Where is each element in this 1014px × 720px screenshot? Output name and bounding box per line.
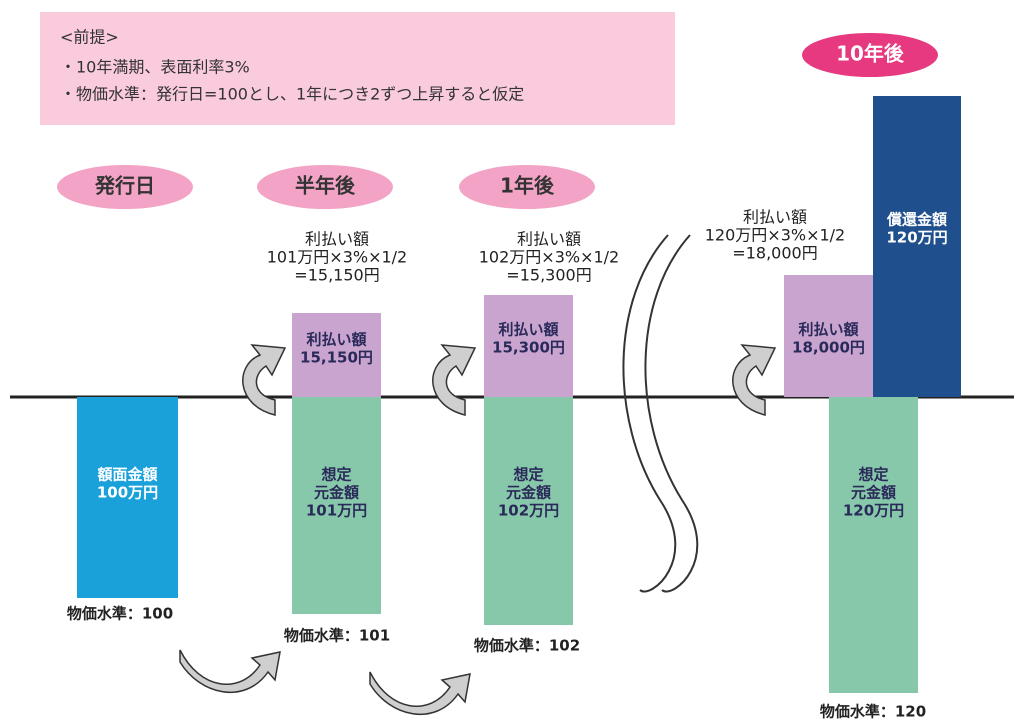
stage-badge xyxy=(257,165,393,209)
stage-label: 10年後 xyxy=(836,42,905,66)
bar xyxy=(484,295,573,397)
flow-arrow xyxy=(369,671,471,716)
calculation: =15,150円 xyxy=(294,266,379,285)
calculation: 利払い額 xyxy=(743,208,807,227)
premise-heading: <前提> xyxy=(60,28,119,47)
flow-arrow xyxy=(432,344,477,416)
bar-text: 15,300円 xyxy=(492,339,565,357)
stage-label: 発行日 xyxy=(94,174,155,198)
bar-text: 元金額 xyxy=(314,484,359,502)
break-line xyxy=(622,234,677,593)
calculation: 101万円×3%×1/2 xyxy=(267,248,408,267)
flow-arrow xyxy=(732,344,777,416)
bar-text: 18,000円 xyxy=(792,339,865,357)
calculation: =15,300円 xyxy=(506,266,591,285)
bar-text: 元金額 xyxy=(851,484,896,502)
premise-line: ・物価水準：発行日=100とし、1年につき2ずつ上昇すると仮定 xyxy=(60,85,524,104)
calculation: 利払い額 xyxy=(305,230,369,249)
flow-arrow xyxy=(242,344,287,416)
stage-label: 半年後 xyxy=(295,174,356,198)
bar xyxy=(77,397,178,598)
bar-text: 120万円 xyxy=(843,502,904,520)
bar-text: 額面金額 xyxy=(96,466,157,484)
bar xyxy=(829,397,918,693)
price-level: 物価水準：101 xyxy=(284,627,390,645)
stage-badge xyxy=(802,33,938,77)
price-level: 物価水準：120 xyxy=(820,703,926,720)
bar xyxy=(484,397,573,625)
calculation: 利払い額 xyxy=(517,230,581,249)
bar xyxy=(873,96,961,397)
bar xyxy=(292,397,381,614)
stage-badge xyxy=(459,165,595,209)
price-level: 物価水準：102 xyxy=(474,637,580,655)
premise-box xyxy=(40,12,675,125)
premise-line: ・10年満期、表面利率3% xyxy=(60,58,250,77)
price-level: 物価水準：100 xyxy=(67,605,173,623)
bar-text: 101万円 xyxy=(306,502,367,520)
calculation: =18,000円 xyxy=(732,244,817,263)
bar-text: 償還金額 xyxy=(886,211,947,229)
flow-arrow xyxy=(179,649,281,694)
bar-text: 利払い額 xyxy=(306,331,366,349)
bar-text: 102万円 xyxy=(498,502,559,520)
bar-text: 利払い額 xyxy=(498,321,558,339)
bar-text: 100万円 xyxy=(97,484,158,502)
calculation: 120万円×3%×1/2 xyxy=(705,226,846,245)
bar-text: 15,150円 xyxy=(300,349,373,367)
calculation: 102万円×3%×1/2 xyxy=(479,248,620,267)
bar-text: 想定 xyxy=(320,466,351,484)
bar xyxy=(784,275,873,397)
break-line xyxy=(644,234,699,593)
bar-text: 想定 xyxy=(857,466,888,484)
bar-text: 利払い額 xyxy=(798,321,858,339)
bar-text: 元金額 xyxy=(506,484,551,502)
stage-badge xyxy=(57,165,193,209)
bar xyxy=(292,313,381,397)
bar-text: 想定 xyxy=(512,466,543,484)
stage-label: 1年後 xyxy=(500,174,555,198)
bar-text: 120万円 xyxy=(886,229,947,247)
